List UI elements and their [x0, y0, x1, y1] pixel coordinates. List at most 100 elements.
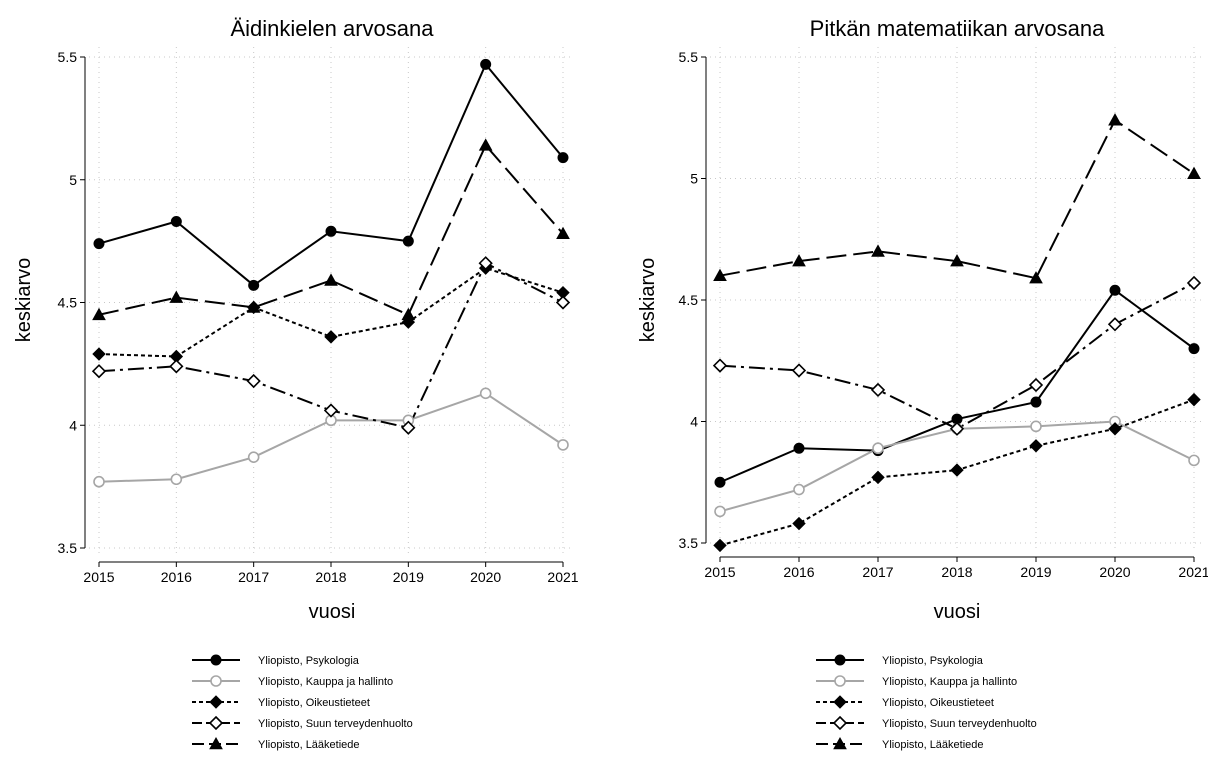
chart-svg: Pitkän matematiikan arvosana 2015 2016 201…	[637, 16, 1208, 751]
y-tick-label: 4	[69, 417, 77, 433]
series-point	[712, 358, 728, 373]
legend-marker	[833, 695, 847, 709]
x-tick-label: 2021	[1178, 564, 1208, 580]
series-point	[793, 483, 805, 496]
series-point	[792, 516, 806, 531]
series-point	[1028, 377, 1044, 393]
series-point	[92, 307, 106, 321]
x-axis-label: vuosi	[309, 601, 356, 623]
series-point	[1109, 284, 1121, 296]
series-point	[92, 347, 106, 361]
legend-marker	[833, 736, 847, 750]
series-point	[1030, 420, 1042, 433]
x-tick-label: 2016	[783, 564, 814, 580]
series-point	[871, 470, 885, 485]
series-point	[480, 58, 492, 70]
y-tick-label: 5	[690, 171, 698, 187]
legend-label: Yliopisto, Lääketiede	[882, 739, 984, 751]
series-point	[714, 476, 726, 488]
series-point	[714, 505, 726, 518]
y-tick-label: 4.5	[679, 292, 699, 308]
chart-panel-matematiikka: Pitkän matematiikan arvosana 2015 2016 201…	[604, 0, 1208, 767]
x-tick-label: 2017	[862, 564, 893, 580]
series-point	[792, 254, 806, 267]
series-point	[325, 225, 337, 237]
series-point	[713, 538, 727, 553]
series-point	[950, 254, 964, 267]
legend-label: Yliopisto, Lääketiede	[258, 739, 360, 751]
series-point	[478, 256, 493, 271]
series-point	[870, 382, 886, 398]
legend-marker	[834, 675, 846, 687]
chart-panel-aidinkieli: Äidinkielen arvosana 2015 2016 2017 2018 201…	[13, 16, 579, 751]
legend-label: Yliopisto, Suun terveydenhuolto	[258, 718, 413, 730]
legend-marker	[210, 675, 222, 687]
legend-label: Yliopisto, Psykologia	[882, 655, 984, 667]
legend: Yliopisto, Psykologia Yliopisto, Kauppa j…	[816, 654, 1037, 751]
series-point	[323, 403, 339, 418]
y-tick-label: 4	[690, 414, 698, 430]
series-point	[1187, 166, 1201, 179]
legend-label: Yliopisto, Psykologia	[258, 655, 360, 667]
series-point	[950, 463, 964, 477]
series-line	[719, 282, 1195, 430]
series-point	[479, 387, 492, 400]
series-point	[1187, 392, 1201, 407]
legend-marker	[834, 654, 846, 666]
y-tick-label: 3.5	[679, 535, 699, 551]
legend-label: Yliopisto, Suun terveydenhuolto	[882, 718, 1037, 730]
y-tick-label: 5	[69, 172, 77, 188]
series-point	[1108, 113, 1122, 126]
legend-marker	[209, 736, 223, 750]
series-point	[169, 359, 184, 374]
x-tick-label: 2017	[238, 569, 269, 585]
series-group	[91, 58, 571, 488]
x-tick-label: 2015	[83, 569, 114, 585]
series-point	[1030, 396, 1042, 408]
series-point	[93, 475, 105, 488]
y-tick-labels: 3.5 4 4.5 5 5.5	[679, 49, 699, 551]
y-tick-label: 5.5	[679, 49, 699, 65]
x-tick-label: 2018	[941, 564, 972, 580]
series-point	[1188, 454, 1200, 467]
chart-title: Äidinkielen arvosana	[230, 16, 434, 41]
y-tick-label: 3.5	[58, 540, 78, 556]
series-point	[1108, 422, 1122, 436]
y-axis-label: keskiarvo	[637, 258, 659, 342]
series-point	[169, 290, 184, 303]
chart-title: Pitkän matematiikan arvosana	[810, 16, 1105, 41]
series-point	[248, 279, 260, 291]
legend-marker	[832, 715, 848, 731]
series-point	[791, 363, 807, 378]
x-tick-labels: 2015 2016 2017 2018 2019 2020 2021	[704, 564, 1208, 580]
grid	[89, 47, 573, 556]
series-point	[1029, 439, 1043, 453]
series-point	[555, 295, 571, 310]
axes	[80, 56, 564, 567]
legend-label: Yliopisto, Kauppa ja hallinto	[258, 676, 393, 688]
x-tick-labels: 2015 2016 2017 2018 2019 2020 2021	[83, 569, 578, 585]
series-point	[170, 215, 182, 227]
x-tick-label: 2015	[704, 564, 735, 580]
y-tick-labels: 3.5 4 4.5 5 5.5	[58, 49, 78, 556]
series-point	[1186, 275, 1202, 291]
y-axis-label: keskiarvo	[13, 258, 35, 342]
x-tick-label: 2021	[547, 569, 578, 585]
series-point	[1107, 317, 1123, 332]
series-point	[949, 421, 965, 436]
x-tick-label: 2019	[1020, 564, 1051, 580]
series-point	[402, 235, 414, 247]
series-point	[401, 307, 416, 321]
series-point	[247, 451, 260, 463]
series-point	[557, 152, 569, 164]
series-point	[556, 226, 570, 240]
series-point	[1029, 271, 1043, 284]
series-point	[478, 138, 493, 151]
axes	[701, 56, 1195, 562]
x-tick-label: 2018	[315, 569, 346, 585]
x-tick-label: 2016	[161, 569, 192, 585]
series-point	[401, 420, 416, 435]
x-tick-label: 2019	[393, 569, 424, 585]
series-point	[871, 244, 885, 257]
series-point	[246, 300, 261, 313]
